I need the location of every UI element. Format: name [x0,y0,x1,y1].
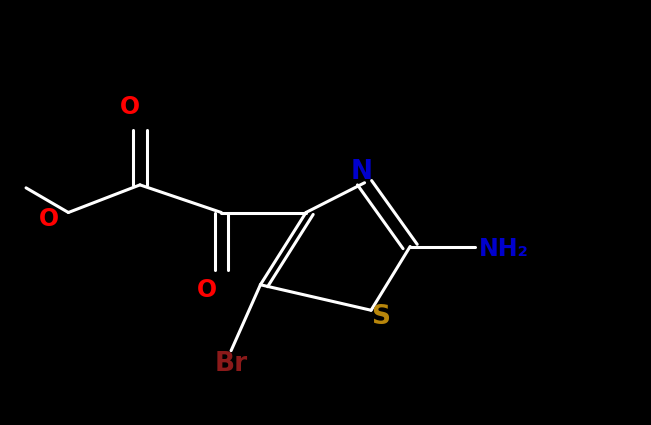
Text: N: N [350,159,372,185]
Text: O: O [39,207,59,231]
Text: O: O [120,95,140,119]
Text: Br: Br [215,351,247,377]
Text: O: O [197,278,217,302]
Text: S: S [370,303,390,330]
Text: NH₂: NH₂ [478,237,529,261]
